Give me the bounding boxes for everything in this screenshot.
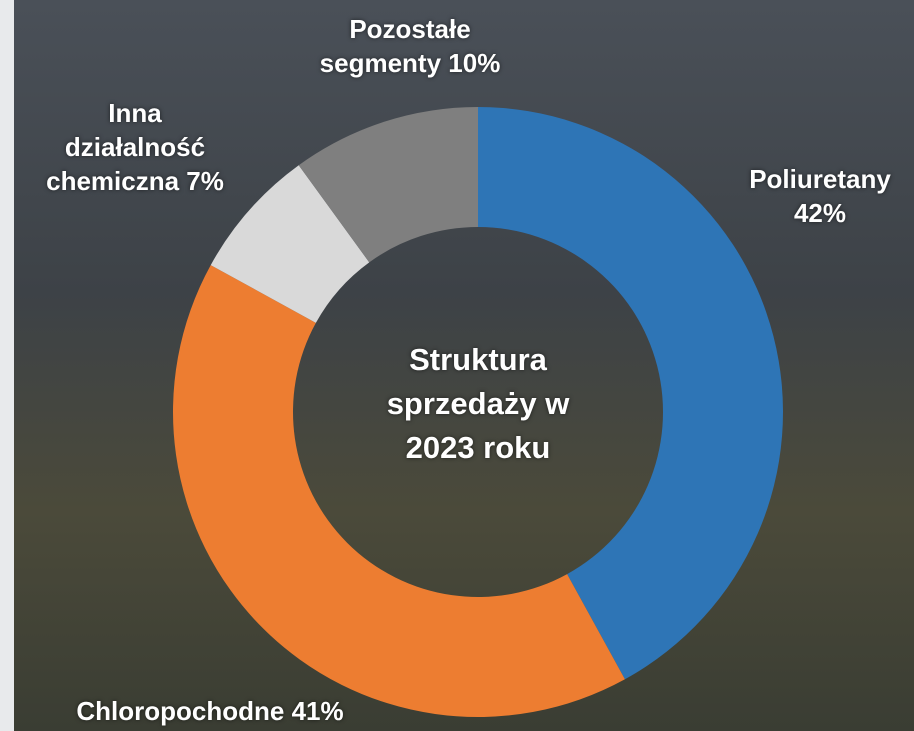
chart-title: Struktura sprzedaży w 2023 roku — [386, 342, 570, 465]
donut-slice — [172, 265, 625, 718]
donut-slice — [298, 107, 478, 263]
category-label: Pozostałe segmenty — [319, 14, 471, 78]
donut-slice — [210, 165, 370, 323]
category-label: Chloropochodne — [76, 696, 285, 726]
value-label: 41% — [291, 696, 344, 726]
slice-label: Inna działalność chemiczna 7% — [10, 96, 260, 198]
category-label: Poliuretany — [749, 164, 891, 194]
value-label: 10% — [448, 48, 501, 78]
value-label: 42% — [793, 198, 847, 228]
slice-label: Chloropochodne 41% — [20, 694, 400, 728]
category-label: Inna działalność chemiczna — [46, 98, 206, 196]
donut-slice — [478, 107, 784, 680]
slice-label: Pozostałe segmenty 10% — [280, 12, 540, 80]
left-strip — [0, 0, 14, 731]
slice-label: Poliuretany 42% — [700, 162, 914, 230]
value-label: 7% — [186, 166, 224, 196]
